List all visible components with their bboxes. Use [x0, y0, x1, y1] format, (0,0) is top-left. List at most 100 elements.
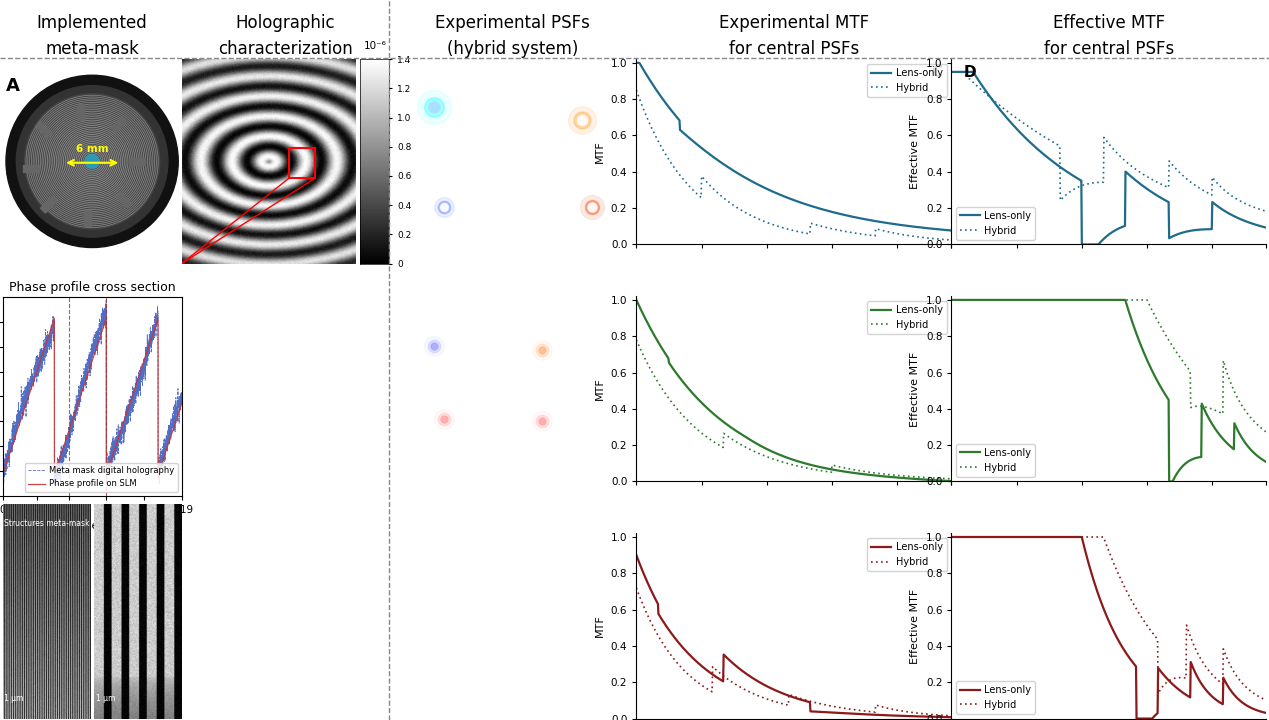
Text: 2 m: 2 m [400, 693, 423, 706]
Phase profile on SLM [0, 470, 10, 479]
Point [503, 600, 523, 611]
Legend: Lens-only, Hybrid: Lens-only, Hybrid [957, 207, 1036, 240]
Bar [23, 165, 39, 171]
Text: characterization: characterization [218, 40, 353, 58]
Hybrid [684, 185, 699, 194]
Legend: Lens-only, Hybrid: Lens-only, Hybrid [957, 444, 1036, 477]
Lens-only [1075, 240, 1090, 248]
Legend: Meta mask digital holography, Phase profile on SLM: Meta mask digital holography, Phase prof… [25, 463, 178, 492]
Point [424, 102, 444, 113]
Point [503, 158, 523, 169]
Hybrid [1129, 166, 1145, 174]
Lens-only [1000, 533, 1015, 541]
Lens-only [772, 190, 787, 199]
Text: 19.3°: 19.3° [472, 72, 504, 85]
Line: Hybrid: Hybrid [636, 588, 952, 716]
Text: A: A [6, 77, 20, 95]
Text: Implemented: Implemented [37, 14, 147, 32]
Bar [289, 148, 315, 179]
Lens-only [815, 463, 830, 472]
Point [572, 114, 593, 126]
Y-axis label: MTF: MTF [595, 615, 605, 637]
Lens-only [815, 708, 830, 716]
Line: Hybrid: Hybrid [636, 340, 952, 479]
Hybrid [1086, 296, 1101, 305]
Meta mask digital holography [0, 467, 10, 476]
Lens-only [1129, 178, 1145, 186]
Lens-only [1086, 240, 1101, 248]
Meta mask digital holography [169, 406, 184, 415]
Text: for central PSFs: for central PSFs [1044, 40, 1174, 58]
Legend: Lens-only, Hybrid: Lens-only, Hybrid [868, 301, 947, 334]
Point [434, 413, 454, 425]
Text: C: C [931, 65, 942, 80]
Hybrid [1000, 107, 1015, 115]
Point [503, 600, 523, 611]
Phase profile on SLM [136, 357, 151, 366]
Lens-only [684, 136, 699, 145]
Bar [128, 158, 145, 165]
Meta mask digital holography [49, 481, 65, 490]
Hybrid [1129, 606, 1145, 614]
Lens-only [1259, 708, 1269, 717]
Text: Holographic: Holographic [236, 14, 335, 32]
Text: 35 cm: 35 cm [473, 467, 504, 477]
Text: D: D [964, 65, 977, 80]
Bar [115, 192, 132, 208]
Hybrid [1025, 296, 1041, 305]
Y-axis label: Effective MTF: Effective MTF [910, 114, 920, 189]
Hybrid [865, 708, 881, 716]
Point [532, 415, 552, 427]
Text: Effective MTF: Effective MTF [1053, 14, 1165, 32]
Lens-only [709, 156, 725, 164]
Hybrid [815, 467, 830, 475]
Point [424, 102, 444, 113]
Lens-only [1086, 296, 1101, 305]
Lens-only [1155, 194, 1170, 203]
Lens-only [628, 58, 643, 67]
Text: Experimental PSFs: Experimental PSFs [435, 14, 590, 32]
Hybrid [944, 296, 959, 305]
Lens-only [709, 413, 725, 421]
Lens-only [839, 467, 854, 476]
Y-axis label: Effective MTF: Effective MTF [910, 588, 920, 664]
Point [503, 600, 523, 611]
Phase profile on SLM [77, 378, 93, 387]
Text: 19.3°: 19.3° [472, 294, 504, 307]
Lens-only [944, 477, 959, 485]
Line: Hybrid: Hybrid [952, 300, 1266, 432]
Bar [77, 104, 84, 120]
Point [434, 201, 454, 212]
Lens-only [628, 296, 643, 305]
Lens-only [944, 533, 959, 541]
Line: Lens-only: Lens-only [952, 300, 1266, 482]
Line: Hybrid: Hybrid [952, 537, 1266, 701]
Lens-only [772, 450, 787, 459]
Phase profile on SLM [4, 443, 19, 451]
Lens-only [1129, 714, 1145, 720]
Hybrid [839, 704, 854, 713]
Hybrid [944, 533, 959, 541]
Text: 1 m: 1 m [400, 472, 423, 485]
Text: for central PSFs: for central PSFs [728, 40, 859, 58]
Lens-only [1259, 458, 1269, 467]
Lens-only [815, 205, 830, 214]
Legend: Lens-only, Hybrid: Lens-only, Hybrid [868, 64, 947, 96]
Point [503, 379, 523, 390]
Lens-only [1155, 669, 1170, 678]
Lens-only [865, 471, 881, 480]
Point [503, 158, 523, 169]
X-axis label: distance [mm]: distance [mm] [51, 521, 133, 531]
Hybrid [1129, 296, 1145, 305]
Hybrid [1000, 296, 1015, 305]
Point [503, 158, 523, 169]
Point [424, 340, 444, 351]
Hybrid [1025, 533, 1041, 541]
Meta mask digital holography [77, 367, 93, 376]
Bar [36, 122, 52, 138]
Lens-only [1155, 384, 1170, 393]
Hybrid [684, 420, 699, 429]
Text: meta-mask: meta-mask [46, 40, 140, 58]
Hybrid [1259, 207, 1269, 216]
Lens-only [944, 226, 959, 235]
